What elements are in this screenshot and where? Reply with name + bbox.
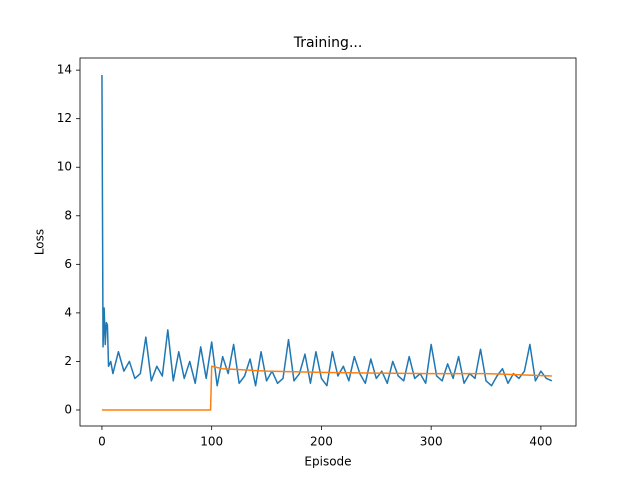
y-axis-label: Loss — [33, 229, 47, 255]
y-tick-label: 2 — [64, 354, 72, 368]
x-tick-label: 400 — [529, 435, 552, 449]
y-tick-label: 8 — [64, 208, 72, 222]
y-tick-label: 4 — [64, 305, 72, 319]
y-tick-label: 12 — [57, 111, 72, 125]
plot-frame — [79, 57, 577, 427]
y-tick-label: 10 — [57, 160, 72, 174]
x-tick-label: 0 — [98, 435, 106, 449]
series-line — [101, 74, 553, 387]
x-tick-label: 100 — [200, 435, 223, 449]
y-tick-label: 0 — [64, 402, 72, 416]
y-tick-label: 6 — [64, 257, 72, 271]
series-line — [101, 365, 552, 411]
chart-title: Training... — [293, 35, 363, 51]
x-tick-label: 300 — [420, 435, 443, 449]
x-axis-label: Episode — [304, 455, 351, 469]
x-tick-label: 200 — [310, 435, 333, 449]
y-tick-label: 14 — [57, 63, 72, 77]
